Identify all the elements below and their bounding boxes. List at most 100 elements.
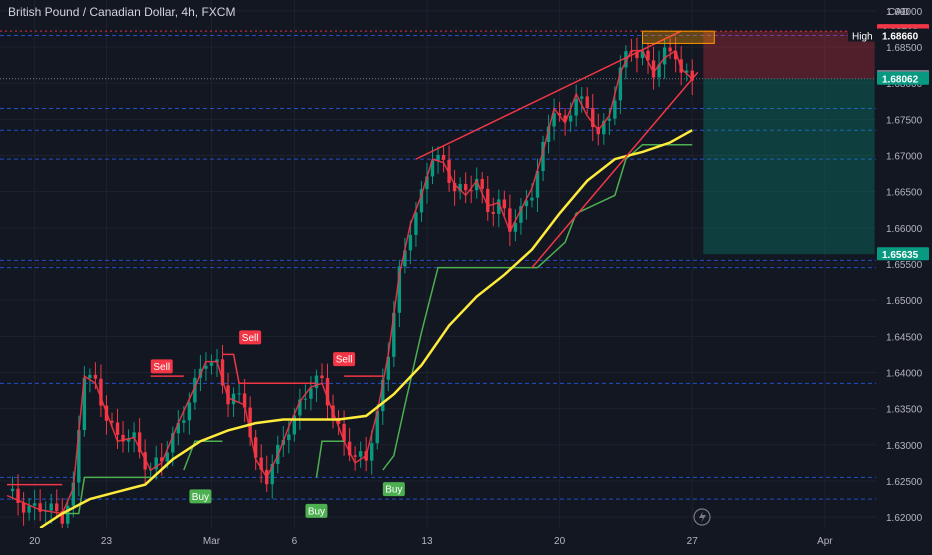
candle-body [347, 441, 352, 456]
candle-body [585, 96, 589, 109]
position-target-zone [703, 78, 875, 255]
y-tick-label: 1.64500 [886, 332, 923, 343]
candle-body [475, 178, 479, 191]
high-tag-bg [848, 28, 876, 42]
candle-body [298, 399, 302, 416]
candle-body [524, 200, 529, 207]
candle-body [508, 208, 512, 232]
candle-body [187, 402, 192, 421]
candle-body [469, 190, 473, 192]
candle-body [624, 51, 628, 68]
candle-body [259, 457, 263, 470]
candle-body [66, 505, 70, 524]
candle-body [602, 120, 606, 135]
candle-body [93, 374, 98, 379]
position-stop-zone [703, 31, 875, 79]
candle-body [668, 47, 672, 52]
candle-body [414, 212, 418, 235]
candle-body [99, 378, 103, 406]
trendline [415, 30, 682, 160]
x-tick-label: 27 [687, 536, 699, 547]
currency-label: CAD [888, 7, 909, 18]
candle-body [171, 433, 175, 453]
candle-body [49, 503, 53, 511]
moving-average-line [39, 129, 693, 530]
candle-body [491, 211, 495, 214]
price-axis: CAD 1.62000 1.62500 1.63000 1.63500 1.64000 1.… [848, 0, 932, 550]
candle-body [226, 385, 230, 405]
supertrend [7, 143, 693, 515]
candle-body [690, 70, 694, 81]
candle-body [32, 503, 37, 506]
candle-body [480, 178, 484, 189]
sell-signal-badge [150, 359, 173, 374]
x-tick-label: Apr [817, 536, 833, 547]
candle-body [651, 60, 656, 78]
candle-body [82, 378, 87, 431]
candle-body [115, 422, 120, 435]
y-tick-label: 1.63500 [886, 405, 923, 416]
candle-body [60, 511, 64, 524]
x-tick-label: Mar [203, 536, 221, 547]
candle-body [574, 98, 578, 116]
candle-body [541, 141, 545, 172]
candle-body [580, 96, 584, 99]
candle-body [430, 160, 435, 177]
candle-body [176, 422, 181, 434]
candle-body [419, 189, 424, 213]
y-tick-label: 1.63000 [886, 441, 923, 452]
time-axis-bg [0, 528, 876, 550]
candle-body [447, 159, 451, 183]
candle-body [182, 420, 186, 423]
candle-body [618, 67, 623, 101]
candle-body [458, 183, 462, 192]
candle-body [237, 393, 241, 395]
supertrend-segment [222, 353, 317, 385]
buy-signal-badge [189, 489, 212, 504]
signals: Sell Buy Sell Buy Sell Buy [150, 330, 405, 518]
candle-body [436, 154, 440, 161]
price-label: 1.68660 [882, 31, 919, 42]
signal-label: Buy [192, 492, 209, 503]
candle-body [635, 51, 639, 59]
candle-body [292, 415, 297, 435]
price-label: 1.65635 [882, 250, 919, 261]
signal-label: Buy [308, 506, 325, 517]
candle-body [640, 50, 645, 59]
price-label-bg [877, 28, 929, 42]
signal-label: Buy [385, 485, 402, 496]
candle-body [568, 115, 573, 122]
x-tick-label: 23 [101, 536, 113, 547]
y-tick-label: 1.65500 [886, 260, 923, 271]
candle-body [386, 356, 390, 380]
price-line [6, 49, 693, 515]
candle-body [303, 398, 308, 400]
candle-body [684, 70, 689, 73]
candle-body [546, 126, 551, 142]
x-tick-label: 6 [292, 536, 298, 547]
candle-body [77, 430, 81, 483]
supertrend-segment [62, 476, 151, 515]
candle-body [353, 455, 357, 457]
supertrend-segment [382, 143, 693, 471]
y-tick-label: 1.62000 [886, 513, 923, 524]
y-tick-label: 1.67500 [886, 115, 923, 126]
candle-body [165, 452, 169, 462]
price-label: 1.68062 [882, 75, 919, 86]
signal-label: Sell [242, 333, 259, 344]
high-zone-box [641, 30, 715, 44]
candle-body [88, 374, 92, 379]
y-tick-label: 1.66000 [886, 224, 923, 235]
candle-body [403, 250, 407, 267]
candle-body [38, 503, 42, 512]
signal-label: Sell [153, 362, 170, 373]
x-tick-label: 20 [554, 536, 566, 547]
chart-title: British Pound / Canadian Dollar, 4h, FXC… [8, 5, 236, 19]
candle-body [204, 365, 208, 369]
candle-body [530, 197, 534, 201]
candle-body [673, 51, 678, 60]
y-tick-label: 1.64000 [886, 368, 923, 379]
y-tick-label: 1.69000 [886, 7, 923, 18]
